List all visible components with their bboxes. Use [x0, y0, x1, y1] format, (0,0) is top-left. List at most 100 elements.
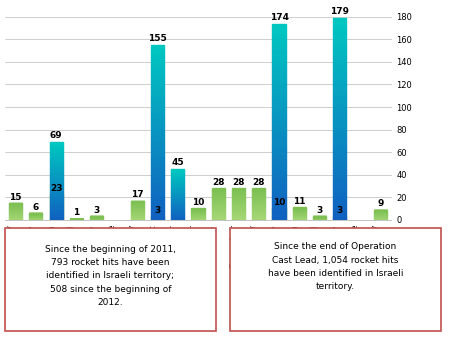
- Bar: [232, 199, 245, 200]
- Bar: [333, 129, 346, 132]
- Bar: [232, 213, 245, 214]
- Bar: [50, 186, 63, 187]
- Bar: [151, 115, 164, 118]
- Bar: [272, 197, 286, 200]
- Bar: [50, 203, 63, 204]
- Bar: [212, 210, 225, 211]
- Bar: [272, 63, 286, 66]
- Bar: [333, 196, 346, 199]
- Bar: [232, 204, 245, 205]
- Bar: [50, 182, 63, 184]
- Bar: [272, 33, 286, 37]
- Bar: [252, 189, 266, 190]
- Bar: [151, 77, 164, 80]
- Bar: [50, 219, 63, 220]
- Bar: [252, 211, 266, 212]
- Bar: [252, 217, 266, 218]
- Bar: [171, 215, 184, 216]
- Bar: [151, 141, 164, 144]
- Bar: [50, 152, 63, 153]
- Bar: [212, 191, 225, 192]
- Bar: [151, 173, 164, 176]
- Text: 10: 10: [273, 198, 285, 207]
- Bar: [232, 212, 245, 213]
- Bar: [171, 217, 184, 218]
- Bar: [151, 118, 164, 121]
- Bar: [151, 217, 164, 220]
- Bar: [151, 153, 164, 156]
- Bar: [272, 30, 286, 33]
- Bar: [50, 142, 63, 143]
- Bar: [171, 213, 184, 214]
- Bar: [333, 65, 346, 68]
- Bar: [50, 156, 63, 158]
- Bar: [151, 167, 164, 170]
- Bar: [50, 211, 63, 212]
- Bar: [151, 80, 164, 83]
- Bar: [171, 195, 184, 196]
- Bar: [252, 188, 266, 189]
- Bar: [272, 122, 286, 125]
- Bar: [212, 216, 225, 217]
- Bar: [272, 79, 286, 82]
- Bar: [151, 97, 164, 100]
- Bar: [171, 182, 184, 183]
- Bar: [212, 211, 225, 212]
- Bar: [232, 214, 245, 215]
- Bar: [212, 205, 225, 206]
- Bar: [212, 214, 225, 215]
- Bar: [212, 195, 225, 196]
- Bar: [50, 176, 63, 177]
- Bar: [252, 216, 266, 217]
- Bar: [272, 82, 286, 86]
- Bar: [50, 214, 63, 215]
- Bar: [50, 173, 63, 174]
- Bar: [151, 135, 164, 138]
- Bar: [333, 156, 346, 159]
- Bar: [50, 204, 63, 205]
- Bar: [272, 118, 286, 122]
- Bar: [212, 213, 225, 214]
- Bar: [212, 200, 225, 201]
- Bar: [171, 206, 184, 207]
- Bar: [252, 207, 266, 208]
- Bar: [171, 175, 184, 176]
- Bar: [50, 215, 63, 216]
- Bar: [212, 198, 225, 199]
- Bar: [272, 180, 286, 184]
- Bar: [151, 95, 164, 97]
- Text: 1: 1: [73, 209, 80, 217]
- Bar: [151, 205, 164, 208]
- Bar: [272, 37, 286, 40]
- Bar: [333, 99, 346, 102]
- Bar: [212, 215, 225, 216]
- Bar: [333, 210, 346, 213]
- Bar: [333, 62, 346, 65]
- Bar: [50, 187, 63, 189]
- Bar: [50, 192, 63, 194]
- Bar: [333, 31, 346, 35]
- Bar: [50, 177, 63, 178]
- Bar: [212, 197, 225, 198]
- Bar: [333, 203, 346, 206]
- Bar: [50, 196, 63, 198]
- Bar: [171, 204, 184, 206]
- Bar: [252, 210, 266, 211]
- Bar: [333, 18, 346, 21]
- Bar: [272, 50, 286, 53]
- Bar: [333, 146, 346, 149]
- Bar: [50, 191, 63, 193]
- Bar: [333, 216, 346, 220]
- Bar: [333, 139, 346, 142]
- Bar: [333, 58, 346, 62]
- Bar: [212, 199, 225, 200]
- Bar: [232, 208, 245, 209]
- Bar: [50, 168, 63, 169]
- Bar: [232, 197, 245, 198]
- Text: 3: 3: [316, 206, 323, 215]
- Bar: [50, 189, 63, 190]
- Bar: [50, 155, 63, 156]
- Bar: [50, 211, 63, 212]
- Bar: [151, 159, 164, 162]
- Bar: [272, 24, 286, 27]
